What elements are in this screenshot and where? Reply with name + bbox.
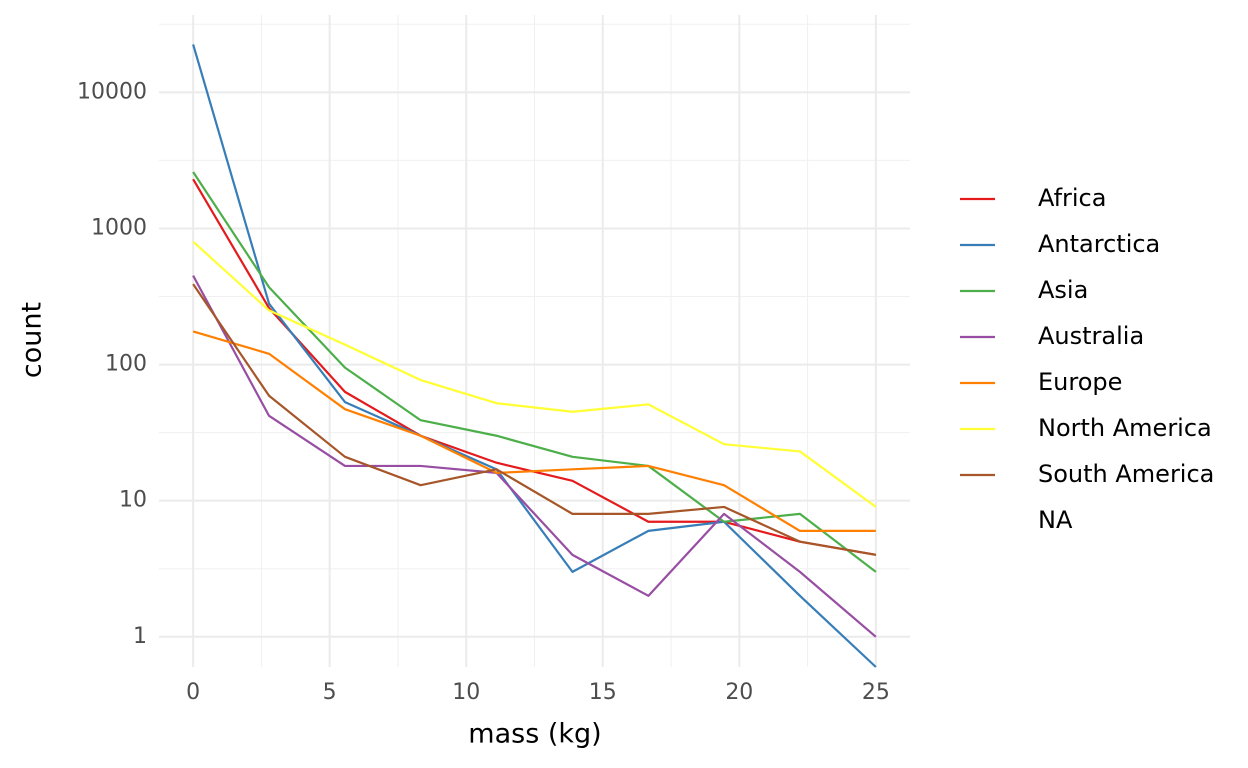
y-tick-label: 10 [119,488,147,513]
y-axis-title: count [17,302,48,378]
legend-label: South America [1038,460,1214,488]
x-tick-label: 25 [862,680,890,705]
y-tick-label: 1000 [91,215,147,240]
x-tick-label: 0 [186,680,200,705]
x-tick-label: 10 [452,680,480,705]
y-tick-label: 100 [105,352,147,377]
y-tick-label: 10000 [77,79,147,104]
series-line [192,44,877,668]
legend-item: Antarctica [960,230,1160,258]
x-tick-label: 5 [323,680,337,705]
legend-item: Asia [960,276,1088,304]
series-line [192,283,877,556]
x-tick-label: 15 [589,680,617,705]
legend-item: North America [960,414,1212,442]
legend-label: North America [1038,414,1212,442]
legend-item: Africa [960,184,1106,212]
legend-label: Africa [1038,184,1106,212]
legend-label: Antarctica [1038,230,1160,258]
legend-item: South America [960,460,1214,488]
legend-label: Asia [1038,276,1088,304]
series-line [192,240,877,508]
series-line [192,275,877,638]
legend-item: NA [1038,506,1073,534]
legend-label: Australia [1038,322,1144,350]
grid [159,15,910,667]
y-tick-label: 1 [133,624,147,649]
x-tick-label: 20 [725,680,753,705]
legend-label: Europe [1038,368,1122,396]
legend-item: Australia [960,322,1144,350]
series-line [192,330,876,532]
legend-item: Europe [960,368,1122,396]
x-axis-title: mass (kg) [468,719,601,750]
legend-label: NA [1038,506,1073,534]
